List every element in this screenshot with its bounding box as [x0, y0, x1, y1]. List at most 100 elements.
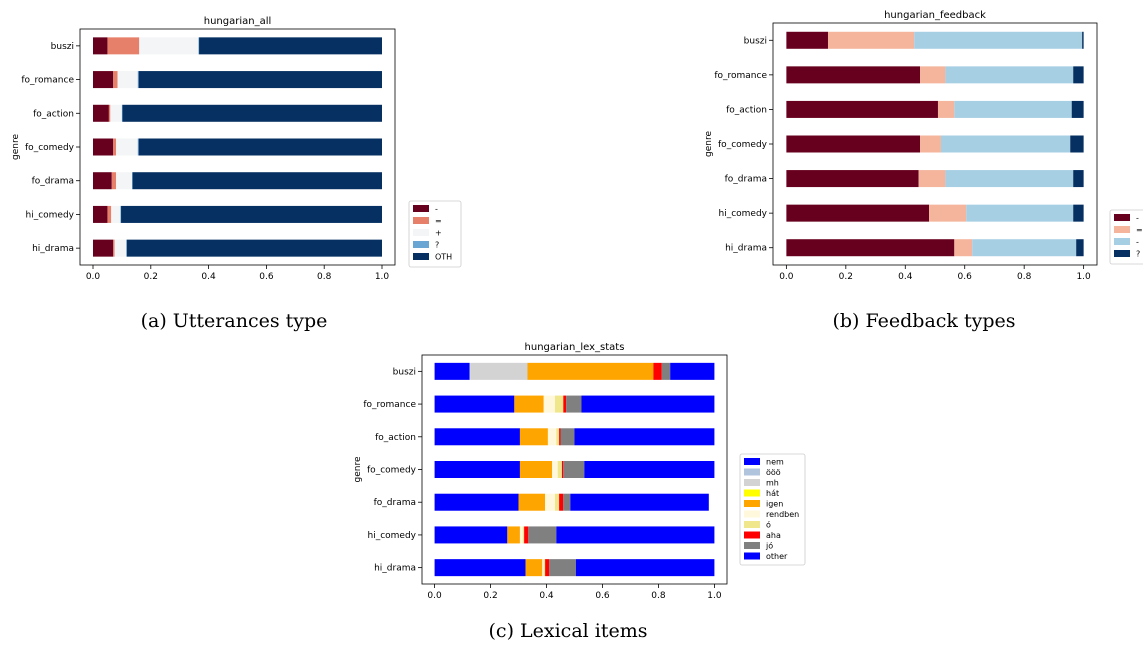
bar-segment [522, 526, 525, 544]
legend-label: = [435, 217, 442, 226]
bar-segment [514, 395, 544, 413]
bar-segment [111, 172, 117, 190]
y-tick-label: fo_action [33, 109, 74, 119]
bar-segment [121, 104, 123, 122]
bar-segment [434, 526, 508, 544]
bar-segment [1076, 239, 1084, 257]
bar-segment [1073, 170, 1084, 188]
y-tick-label: fo_comedy [25, 143, 75, 153]
bar-segment [545, 493, 555, 511]
y-tick-label: fo_romance [21, 76, 74, 86]
bar-segment [560, 428, 575, 446]
bar-segment [93, 71, 114, 89]
bar-segment [543, 559, 546, 577]
legend-swatch [1114, 226, 1130, 233]
bar-segment [93, 172, 112, 190]
legend-swatch [413, 229, 429, 236]
caption-c: (c) Lexical items [489, 620, 648, 642]
x-tick-label: 0.2 [144, 272, 158, 282]
legend-swatch [744, 500, 760, 507]
legend-swatch [744, 521, 760, 528]
legend-swatch [744, 552, 760, 560]
bar-segment [1082, 31, 1084, 49]
bar-segment [945, 170, 1074, 188]
y-tick-label: fo_romance [363, 400, 416, 410]
y-tick-label: fo_drama [374, 498, 416, 508]
bar-segment [132, 172, 133, 190]
bar-segment [434, 362, 470, 380]
legend-swatch [1114, 250, 1130, 257]
legend-label: ööö [766, 468, 781, 477]
bar-segment [543, 395, 555, 413]
bar-segment [966, 204, 1074, 222]
bar-segment [1070, 135, 1084, 153]
x-tick-label: 0.0 [86, 272, 101, 282]
legend-label: - [1136, 214, 1139, 223]
bar-segment [574, 428, 715, 446]
legend-label: - [435, 205, 438, 214]
bar-segment [111, 205, 121, 223]
bar-segment [1073, 66, 1084, 84]
bar-segment [126, 239, 127, 257]
bar-segment [786, 239, 955, 257]
bar-segment [93, 239, 114, 257]
x-tick-label: 1.0 [707, 591, 722, 601]
caption-a: (a) Utterances type [141, 310, 328, 332]
bar-segment [93, 138, 114, 156]
legend-label: nem [766, 458, 784, 467]
bar-segment [554, 395, 564, 413]
bar-segment [954, 100, 1072, 118]
bar-segment [121, 205, 382, 223]
legend-label: OTH [435, 253, 452, 262]
legend-swatch [744, 489, 760, 497]
bar-segment [199, 37, 382, 55]
x-tick-label: 0.8 [317, 272, 332, 282]
bar-segment [470, 362, 528, 380]
bar-segment [972, 239, 1077, 257]
bar-segment [507, 526, 520, 544]
legend-label: ? [435, 241, 439, 250]
bar-segment [559, 493, 564, 511]
bar-segment [519, 428, 548, 446]
bar-segment [563, 461, 585, 478]
bar-segment [556, 526, 715, 544]
x-tick-label: 0.4 [201, 272, 216, 282]
bar-segment [518, 493, 546, 511]
bar-segment [113, 71, 118, 89]
y-axis-label: genre [11, 134, 21, 160]
y-axis-label: genre [353, 456, 363, 482]
legend-label: hát [766, 489, 779, 498]
bar-segment [93, 37, 108, 55]
bar-segment [786, 170, 919, 188]
bar-segment [107, 37, 140, 55]
bar-segment [139, 37, 199, 55]
x-tick-label: 0.0 [779, 272, 794, 282]
y-tick-label: fo_comedy [367, 466, 417, 476]
legend-swatch [413, 205, 429, 212]
bar-segment [570, 493, 709, 511]
legend-label: = [1136, 226, 1143, 235]
x-tick-label: 0.4 [898, 272, 913, 282]
bar-segment [93, 205, 108, 223]
bar-segment [137, 138, 139, 156]
legend-swatch [744, 458, 760, 465]
y-tick-label: fo_romance [714, 71, 767, 81]
y-axis-label: genre [704, 131, 714, 157]
chart-title: hungarian_feedback [884, 10, 986, 21]
bar-segment [93, 104, 109, 122]
bar-segment [116, 172, 133, 190]
x-tick-label: 0.2 [483, 591, 497, 601]
bar-segment [524, 526, 529, 544]
x-tick-label: 0.0 [427, 591, 442, 601]
x-tick-label: 0.8 [1017, 272, 1032, 282]
bar-segment [117, 71, 138, 89]
legend-swatch [1114, 214, 1130, 221]
bar-segment [126, 239, 382, 257]
bar-segment [542, 559, 544, 577]
bar-segment [434, 493, 519, 511]
bar-segment [557, 461, 562, 478]
y-tick-label: hi_comedy [718, 209, 767, 219]
bar-segment [434, 395, 515, 413]
